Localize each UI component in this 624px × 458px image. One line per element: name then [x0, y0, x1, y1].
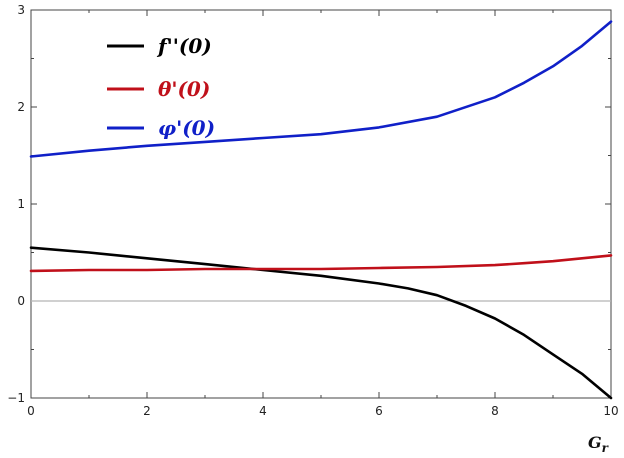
series-line-0 [29, 246, 613, 400]
x-tick-label: 8 [491, 404, 499, 418]
x-tick-label: 6 [375, 404, 383, 418]
y-tick-label: 3 [17, 3, 25, 17]
y-tick-label: −1 [7, 391, 25, 405]
legend-label-1: θ'(0) [158, 77, 210, 101]
x-axis-label-subscript: r [602, 441, 610, 455]
legend-label-0: f''(0) [156, 34, 212, 58]
y-tick-label: 1 [17, 197, 25, 211]
x-tick-label: 4 [259, 404, 267, 418]
x-axis-label: Gr [588, 433, 610, 455]
x-axis-label-main: G [588, 433, 602, 452]
legend: f''(0) θ'(0) φ'(0) [107, 34, 215, 140]
x-tick-label: 0 [27, 404, 35, 418]
x-tick-label: 10 [603, 404, 618, 418]
series-group [29, 20, 613, 400]
x-tick-label: 2 [143, 404, 151, 418]
y-tick-label: 2 [17, 100, 25, 114]
series-line-2 [29, 20, 613, 158]
legend-label-2: φ'(0) [158, 116, 215, 140]
plot-frame [30, 9, 612, 399]
series-line-1 [29, 254, 613, 273]
y-tick-label: 0 [17, 294, 25, 308]
